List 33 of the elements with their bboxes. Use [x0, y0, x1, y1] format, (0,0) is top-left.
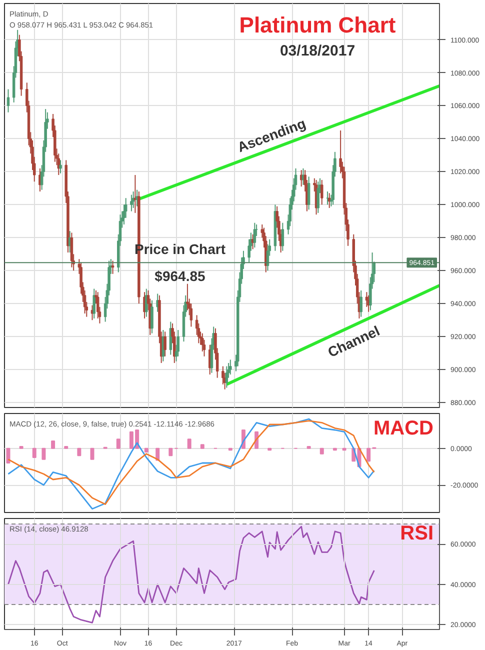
bar [42, 448, 46, 460]
chart-title: Platinum Chart [239, 12, 396, 38]
bar [32, 448, 36, 458]
bar [77, 448, 82, 456]
bar [6, 448, 10, 464]
candlestick [253, 222, 256, 248]
candlestick [130, 194, 133, 212]
candlestick [92, 288, 96, 319]
candlestick [59, 160, 62, 174]
chart-title: MACD [374, 418, 434, 440]
candlestick [6, 88, 10, 113]
candlestick [229, 359, 232, 376]
candlestick [169, 321, 172, 356]
text: 03/18/2017 [280, 42, 356, 60]
candlestick [164, 331, 166, 357]
candlestick [307, 176, 310, 210]
bar [200, 444, 204, 449]
bar [144, 448, 148, 452]
candlestick [360, 290, 362, 318]
candlestick [225, 366, 228, 388]
bar [116, 438, 120, 449]
chart-title: RSI [400, 522, 434, 544]
bar [168, 448, 173, 456]
line-series [8, 526, 375, 624]
candlestick [316, 181, 320, 214]
bar [320, 448, 324, 454]
bar [51, 440, 56, 449]
bar [90, 448, 94, 460]
candlestick [320, 179, 324, 206]
candlestick [281, 222, 284, 252]
candlestick [150, 300, 154, 334]
candlestick [186, 283, 189, 311]
bar [187, 438, 192, 449]
